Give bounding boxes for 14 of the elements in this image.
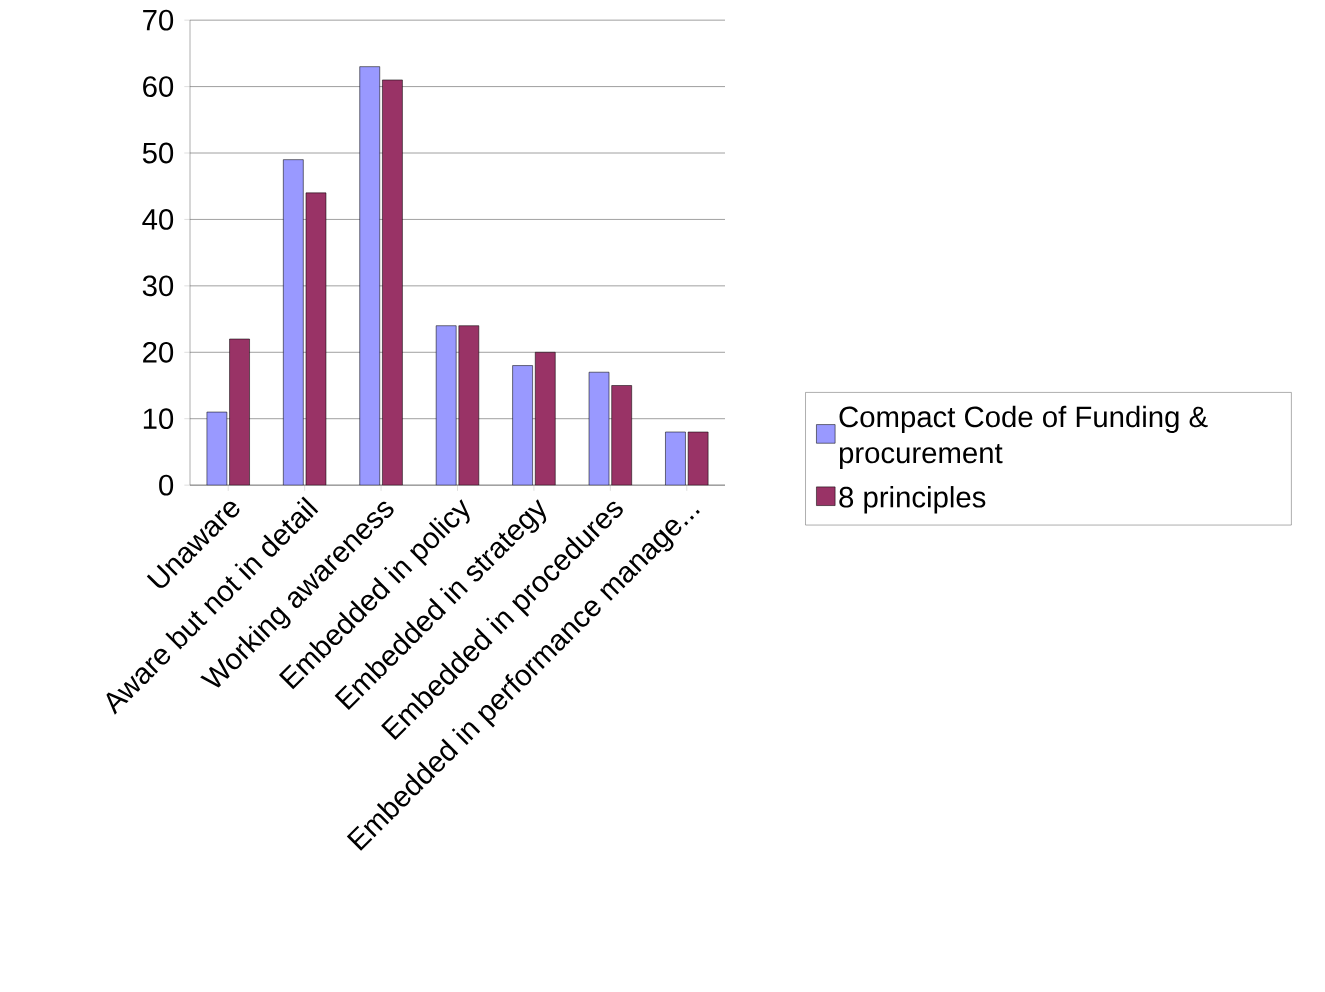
y-tick-label: 70 xyxy=(143,9,174,31)
y-tick-label: 30 xyxy=(142,275,174,297)
y-tick-label: 60 xyxy=(143,76,174,97)
y-tick-label: 0 xyxy=(159,474,174,496)
y-tick-label: 50 xyxy=(142,142,174,164)
bar xyxy=(382,79,403,486)
y-tick-label: 20 xyxy=(143,341,174,363)
y-tick-label: 40 xyxy=(142,208,174,230)
legend-label: Compact Code of Funding & procurement xyxy=(839,405,1208,470)
bar xyxy=(512,365,533,486)
bar xyxy=(534,351,556,486)
y-tick-label: 10 xyxy=(143,408,174,430)
legend-label: 8 principles xyxy=(839,485,986,514)
bar xyxy=(359,66,381,486)
